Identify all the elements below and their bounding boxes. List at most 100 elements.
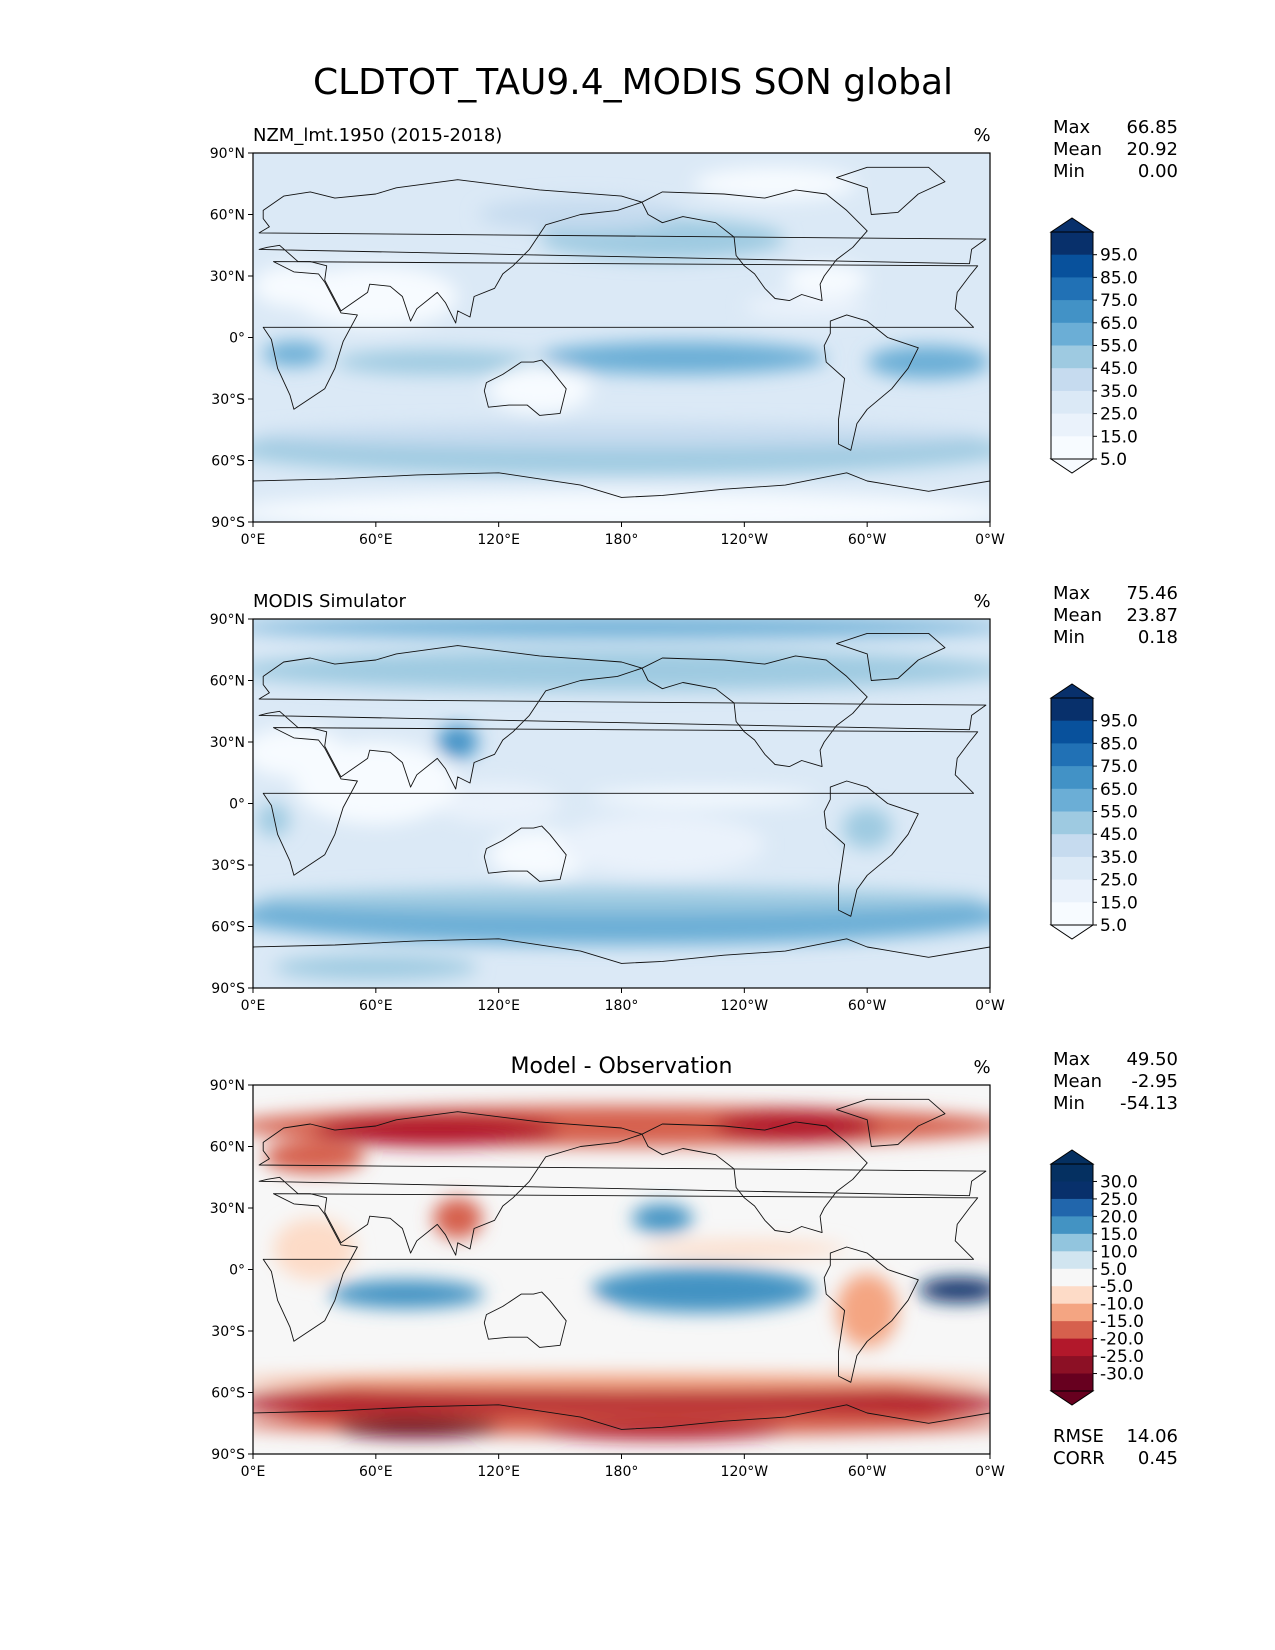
colorbar-tick-label: 95.0 <box>1100 712 1138 732</box>
field-blob <box>867 345 990 379</box>
field-blob <box>590 789 816 806</box>
stat-label: Max <box>1053 583 1091 604</box>
field-blob <box>314 1113 561 1147</box>
field-blob <box>539 1419 786 1440</box>
y-tick-label: 60°N <box>210 208 245 224</box>
colorbar: 30.025.020.015.010.05.0-5.0-10.0-15.0-20… <box>1049 1149 1144 1406</box>
colorbar-tick-label: 5.0 <box>1100 916 1127 936</box>
colorbar-segment <box>1051 322 1093 346</box>
coastline-namerica <box>641 655 868 768</box>
field-blob <box>257 803 290 837</box>
units-label: % <box>973 1057 990 1078</box>
stat-label: Min <box>1053 1093 1085 1114</box>
colorbar-segment <box>1051 1198 1093 1217</box>
stat-label: Max <box>1053 117 1091 138</box>
stat-label: Mean <box>1053 605 1102 626</box>
y-tick-label: 90°S <box>211 515 245 531</box>
field-blob <box>713 1109 878 1143</box>
coastline-namerica <box>641 1121 868 1234</box>
x-tick-label: 0°E <box>241 532 266 548</box>
colorbar-tick-label: 20.0 <box>1100 1207 1138 1227</box>
footer-stat-value: 14.06 <box>1126 1426 1178 1447</box>
coastline-antarctica <box>253 472 990 522</box>
colorbar-tick-label: 30.0 <box>1100 1172 1138 1192</box>
field-blob <box>631 1203 694 1233</box>
colorbar-segment <box>1051 834 1093 858</box>
colorbar-tick-label: -30.0 <box>1100 1365 1144 1385</box>
stat-value: 0.18 <box>1138 627 1178 648</box>
field-blob <box>253 1374 990 1391</box>
coastline-greenland <box>836 166 946 215</box>
y-tick-label: 60°N <box>210 1140 245 1156</box>
field-blob <box>253 887 990 913</box>
y-tick-label: 30°N <box>210 735 245 751</box>
y-tick-label: 90°N <box>210 1078 245 1094</box>
y-tick-label: 60°S <box>211 454 245 470</box>
stat-label: Mean <box>1053 139 1102 160</box>
field-blob <box>488 364 591 414</box>
panel-title: MODIS Simulator <box>253 591 406 612</box>
field-blob <box>539 341 827 375</box>
colorbar-tick-label: -25.0 <box>1100 1347 1144 1367</box>
colorbar-extend-top <box>1049 217 1095 233</box>
coastline-antarctica <box>253 938 990 988</box>
coastline-africa <box>262 261 979 410</box>
field-blob <box>293 265 458 328</box>
coastline-samerica <box>823 1246 919 1383</box>
stat-value: 66.85 <box>1126 117 1178 138</box>
coastline-samerica <box>823 314 919 451</box>
colorbar-extend-bottom <box>1049 1390 1095 1406</box>
colorbar-tick-label: 10.0 <box>1100 1242 1138 1262</box>
colorbar-segment <box>1051 390 1093 415</box>
x-tick-label: 60°W <box>848 1464 887 1480</box>
colorbar-tick-label: 65.0 <box>1100 314 1138 334</box>
x-tick-label: 120°E <box>477 532 520 548</box>
colorbar-segment <box>1051 232 1093 256</box>
stat-value: 0.00 <box>1138 161 1178 182</box>
y-tick-label: 30°S <box>211 1324 245 1340</box>
field-blob <box>744 294 868 320</box>
x-tick-label: 0°E <box>241 1464 266 1480</box>
field-blob <box>842 807 892 849</box>
coastline-europe <box>258 1111 987 1256</box>
stat-value: -2.95 <box>1131 1071 1178 1092</box>
x-tick-label: 60°W <box>848 532 887 548</box>
x-tick-label: 60°E <box>359 998 393 1014</box>
footer-stat-label: RMSE <box>1053 1426 1104 1447</box>
field-blob <box>918 1277 990 1303</box>
stat-label: Min <box>1053 627 1085 648</box>
field-blob <box>590 1267 816 1313</box>
field-blob <box>693 167 857 201</box>
field-blob <box>253 619 990 638</box>
x-tick-label: 180° <box>605 1464 639 1480</box>
colorbar-frame <box>1050 1163 1094 1392</box>
colorbar-tick-label: 15.0 <box>1100 1225 1138 1245</box>
coastline-namerica <box>641 189 868 302</box>
x-tick-label: 120°W <box>721 998 769 1014</box>
colorbar-segment <box>1051 1356 1093 1375</box>
colorbar: 95.085.0 75.0 65.0 55.045.0 35.0 25.015.0 5.0 <box>1049 217 1138 474</box>
colorbar-segment <box>1051 1181 1093 1200</box>
coastlines <box>253 166 990 522</box>
colorbar-segment <box>1051 413 1093 437</box>
x-tick-label: 60°W <box>848 998 887 1014</box>
coastlines <box>253 632 990 988</box>
coastline-australia <box>483 825 567 882</box>
colorbar-tick-label: -5.0 <box>1100 1277 1133 1297</box>
footer-stat-value: 0.45 <box>1138 1448 1178 1469</box>
contour-field <box>253 153 990 522</box>
colorbar-tick-label: 35.0 <box>1100 382 1138 402</box>
coastline-greenland <box>836 1098 946 1147</box>
y-tick-label: 30°N <box>210 1201 245 1217</box>
field-blob <box>641 1240 847 1258</box>
x-tick-label: 0°E <box>241 998 266 1014</box>
y-tick-label: 90°N <box>210 612 245 628</box>
colorbar-segment <box>1051 879 1093 903</box>
colorbar-tick-label: 55.0 <box>1100 337 1138 357</box>
y-tick-label: 30°S <box>211 392 245 408</box>
field-blob <box>253 265 335 307</box>
stat-value: 23.87 <box>1126 605 1178 626</box>
stat-value: -54.13 <box>1120 1093 1178 1114</box>
field-blob <box>433 1197 483 1239</box>
